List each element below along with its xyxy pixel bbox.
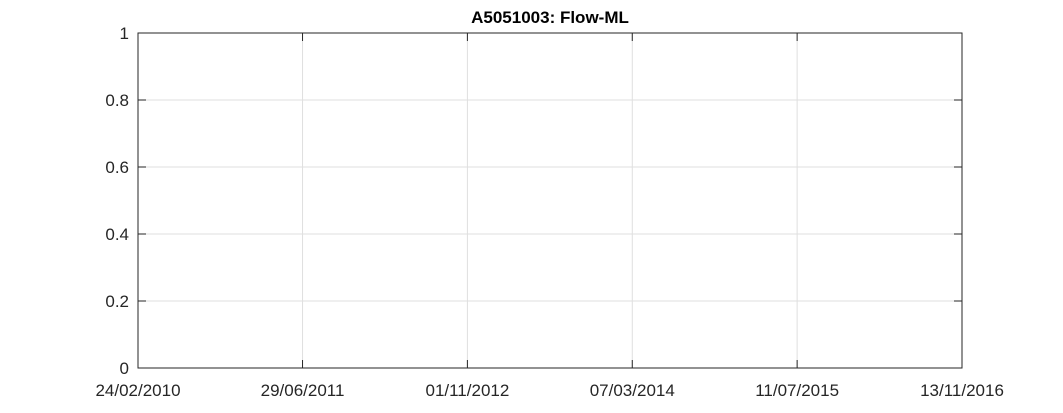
chart-title: A5051003: Flow-ML xyxy=(471,8,629,27)
x-tick-label: 11/07/2015 xyxy=(755,381,839,400)
y-tick-label: 0.2 xyxy=(105,292,129,311)
y-axis-tick-labels: 0 0.2 0.4 0.6 0.8 1 xyxy=(105,24,129,378)
y-tick-label: 0.8 xyxy=(105,91,129,110)
x-tick-label: 13/11/2016 xyxy=(920,381,1004,400)
y-tick-label: 0.6 xyxy=(105,158,129,177)
y-tick-label: 0 xyxy=(120,359,129,378)
plot-area-frame xyxy=(137,32,963,369)
y-tick-label: 0.4 xyxy=(105,225,129,244)
x-tick-label: 29/06/2011 xyxy=(261,381,345,400)
y-tick-label: 1 xyxy=(120,24,129,43)
x-axis-tick-labels: 24/02/2010 29/06/2011 01/11/2012 07/03/2014… xyxy=(95,381,1003,400)
x-tick-label: 01/11/2012 xyxy=(425,381,509,400)
x-tick-label: 24/02/2010 xyxy=(95,381,180,400)
x-tick-label: 07/03/2014 xyxy=(590,381,675,400)
axis-ticks xyxy=(137,32,963,369)
grid-lines xyxy=(138,33,962,368)
